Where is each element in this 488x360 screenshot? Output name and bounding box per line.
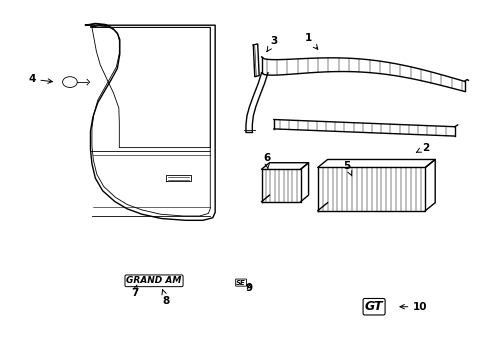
Text: 6: 6 — [263, 153, 269, 169]
Text: SE: SE — [236, 280, 245, 285]
Text: 2: 2 — [415, 143, 428, 153]
Text: 3: 3 — [266, 36, 277, 51]
Text: 4: 4 — [28, 74, 52, 84]
Text: 8: 8 — [162, 290, 169, 306]
Text: GT: GT — [364, 300, 383, 313]
Text: 7: 7 — [130, 285, 138, 298]
Text: 10: 10 — [399, 302, 427, 312]
Text: 5: 5 — [343, 161, 351, 176]
Text: GRAND AM: GRAND AM — [126, 276, 182, 285]
Text: 9: 9 — [245, 283, 252, 293]
Text: 1: 1 — [304, 33, 317, 49]
